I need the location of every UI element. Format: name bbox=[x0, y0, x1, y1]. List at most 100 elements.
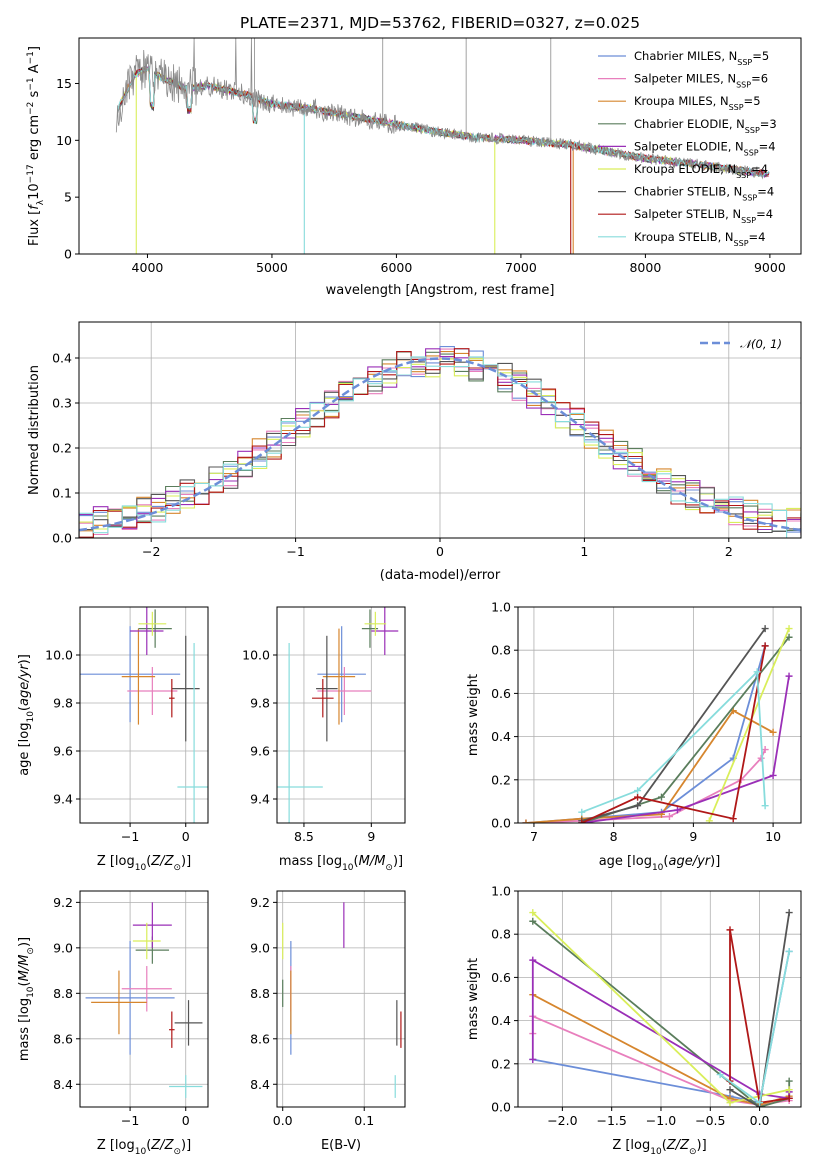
x-tick-label: 9 bbox=[367, 829, 375, 844]
series-marker bbox=[529, 909, 537, 917]
series-marker bbox=[761, 802, 769, 810]
series-marker bbox=[761, 625, 769, 633]
y-tick-label: 1.0 bbox=[491, 884, 511, 899]
errorbar-group bbox=[85, 902, 203, 1098]
legend-label: Salpeter MILES, NSSP=6 bbox=[634, 72, 768, 90]
y-tick-label: 10.0 bbox=[45, 648, 73, 663]
x-axis-label: wavelength [Angstrom, rest frame] bbox=[326, 283, 555, 298]
y-tick-label: 8.4 bbox=[53, 1077, 73, 1092]
legend: Chabrier MILES, NSSP=5 Salpeter MILES, NS… bbox=[598, 49, 777, 247]
y-tick-label: 8.8 bbox=[53, 986, 73, 1001]
x-tick-label: 0.1 bbox=[354, 1113, 374, 1128]
series-marker bbox=[769, 728, 777, 736]
x-tick-label: 7 bbox=[530, 829, 538, 844]
x-tick-label: 4000 bbox=[132, 260, 164, 275]
axes-frame bbox=[517, 606, 802, 824]
series-marker bbox=[529, 917, 537, 925]
series-line bbox=[581, 645, 766, 823]
y-tick-label: 0.6 bbox=[491, 686, 511, 701]
x-axis-label: age [log10(age/yr)] bbox=[599, 854, 721, 873]
figure-title: PLATE=2371, MJD=53762, FIBERID=0327, z=0… bbox=[240, 14, 640, 32]
legend-label: Salpeter ELODIE, NSSP=4 bbox=[634, 139, 776, 157]
y-tick-label: 8.6 bbox=[53, 1031, 73, 1046]
series-marker bbox=[757, 754, 765, 762]
age-vs-metallicity-panel: −1 0 9.4 9.6 9.8 10.0 Z [log10(Z/Z⊙)] age [log1… bbox=[17, 606, 209, 873]
series-marker bbox=[673, 806, 681, 814]
y-tick-label: 0.2 bbox=[491, 1056, 511, 1071]
histogram-steps bbox=[79, 346, 801, 538]
axes-frame bbox=[79, 890, 209, 1108]
y-tick-label: 9.8 bbox=[53, 696, 73, 711]
x-tick-label: −2.0 bbox=[547, 1113, 577, 1128]
x-tick-label: −1 bbox=[121, 829, 139, 844]
y-axis-label: mass weight bbox=[466, 958, 481, 1040]
x-tick-label: 8000 bbox=[629, 260, 661, 275]
y-tick-label: 10.0 bbox=[242, 648, 270, 663]
x-tick-label: −0.5 bbox=[695, 1113, 725, 1128]
y-tick-label: 0.8 bbox=[491, 643, 511, 658]
y-tick-label: 15 bbox=[56, 76, 72, 91]
y-tick-label: 9.4 bbox=[250, 792, 270, 807]
x-tick-label: −1.0 bbox=[646, 1113, 676, 1128]
series-marker bbox=[785, 1086, 793, 1094]
x-tick-label: 7000 bbox=[505, 260, 537, 275]
y-tick-label: 8.6 bbox=[250, 1031, 270, 1046]
y-tick-label: 0.6 bbox=[491, 970, 511, 985]
residual-histogram-panel: −2 −1 0 1 2 0.0 0.1 0.2 0.3 0.4 (data-model)/error… bbox=[27, 321, 802, 583]
x-tick-label: 0 bbox=[436, 544, 444, 559]
x-axis-label: mass [log10(M/M⊙)] bbox=[279, 854, 403, 873]
series-marker bbox=[785, 633, 793, 641]
y-tick-label: 0.2 bbox=[491, 772, 511, 787]
y-tick-label: 0.0 bbox=[491, 816, 511, 831]
y-tick-label: 9.4 bbox=[53, 792, 73, 807]
legend-label: Salpeter STELIB, NSSP=4 bbox=[634, 207, 773, 225]
x-tick-label: 0 bbox=[182, 1113, 190, 1128]
y-tick-label: 0.0 bbox=[52, 531, 72, 546]
y-tick-label: 5 bbox=[64, 190, 72, 205]
series-line bbox=[708, 628, 790, 822]
series-line bbox=[525, 645, 766, 823]
series-line bbox=[729, 912, 791, 1107]
series-line bbox=[581, 669, 766, 814]
series-marker bbox=[578, 819, 586, 823]
series-marker bbox=[657, 793, 665, 801]
y-tick-label: 9.8 bbox=[250, 696, 270, 711]
x-tick-label: 1 bbox=[580, 544, 588, 559]
series-marker bbox=[761, 746, 769, 754]
mass-weight-vs-metallicity-panel: −2.0 −1.5 −1.0 −0.5 0.0 0.0 0.2 0.4 0.6 0.8 1.0 Z [… bbox=[466, 884, 802, 1157]
x-axis-label: Z [log10(Z/Z⊙)] bbox=[612, 1138, 706, 1157]
x-tick-label: −2 bbox=[142, 544, 160, 559]
x-tick-label: −1.5 bbox=[596, 1113, 626, 1128]
x-tick-label: 9 bbox=[689, 829, 697, 844]
x-tick-label: 6000 bbox=[381, 260, 413, 275]
axes-frame bbox=[79, 606, 209, 824]
x-tick-label: 2 bbox=[725, 544, 733, 559]
y-axis-label: age [log10(age/yr)] bbox=[17, 654, 36, 776]
legend-label: Kroupa STELIB, NSSP=4 bbox=[634, 230, 766, 248]
normal-reference-curve bbox=[79, 357, 801, 532]
axes-frame bbox=[78, 321, 802, 539]
y-tick-label: 0.1 bbox=[52, 486, 72, 501]
y-tick-label: 0.0 bbox=[491, 1100, 511, 1115]
series-marker bbox=[716, 1071, 724, 1079]
x-tick-label: 0.0 bbox=[273, 1113, 293, 1128]
x-tick-label: 5000 bbox=[256, 260, 288, 275]
spectrum-panel: 4000 5000 6000 7000 8000 9000 0 5 10 15 wavelength… bbox=[26, 37, 802, 298]
y-tick-label: 8.8 bbox=[250, 986, 270, 1001]
series-marker bbox=[729, 815, 737, 823]
y-axis-label: mass weight bbox=[466, 674, 481, 756]
x-tick-label: 8.5 bbox=[294, 829, 314, 844]
axes-frame bbox=[276, 606, 406, 824]
series-marker bbox=[529, 956, 537, 964]
series-marker bbox=[705, 817, 713, 823]
y-axis-label: Normed distribution bbox=[27, 365, 42, 495]
weight-lines bbox=[529, 909, 793, 1107]
x-tick-label: −1 bbox=[286, 544, 304, 559]
series-marker bbox=[578, 808, 586, 816]
errorbar-group bbox=[277, 607, 399, 823]
series-marker bbox=[769, 771, 777, 779]
errorbar-group bbox=[80, 607, 208, 823]
series-marker bbox=[756, 1099, 764, 1107]
mass-weight-vs-age-panel: 7 8 9 10 0.0 0.2 0.4 0.6 0.8 1.0 age [log10(age/yr… bbox=[466, 600, 802, 873]
